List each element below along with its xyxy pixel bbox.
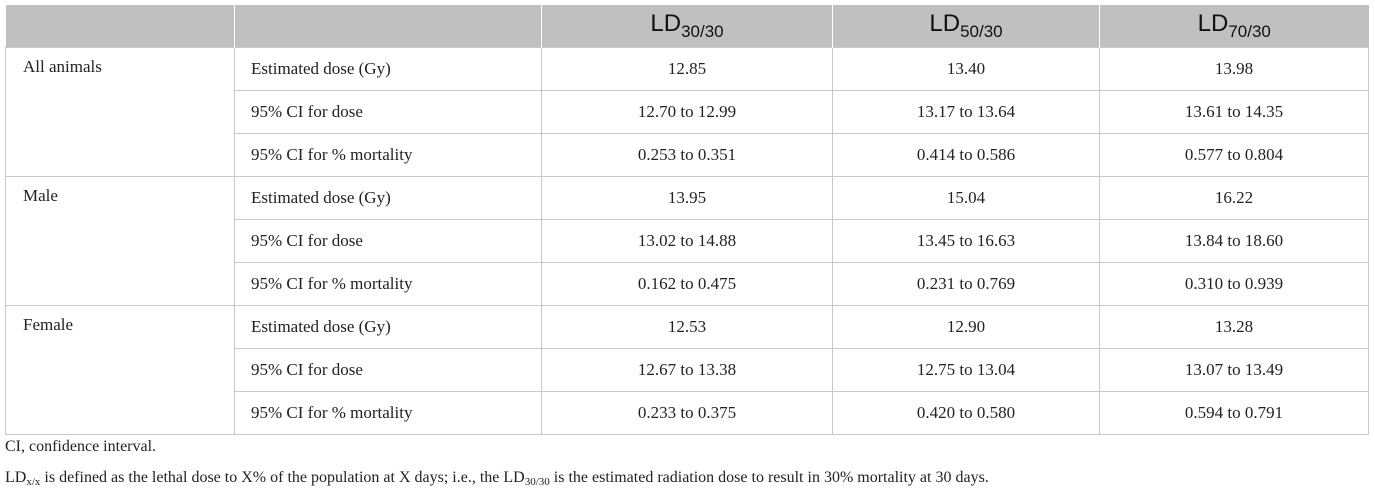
group-label-male: Male xyxy=(5,176,235,306)
table-cell: 0.233 to 0.375 xyxy=(541,391,833,435)
header-ld50-sub: 50/30 xyxy=(960,22,1003,41)
table-cell: 0.253 to 0.351 xyxy=(541,133,833,177)
header-ld70: LD70/30 xyxy=(1099,5,1369,48)
results-table: LD30/30 LD50/30 LD70/30 All animals Esti… xyxy=(5,5,1369,435)
header-ld70-main: LD xyxy=(1197,10,1229,37)
footnote-ld-text-3: is the estimated radiation dose to resul… xyxy=(549,469,989,486)
table-cell: 13.02 to 14.88 xyxy=(541,219,833,263)
footnote-ld-sub-1: x/x xyxy=(26,476,41,488)
table-cell: 0.162 to 0.475 xyxy=(541,262,833,306)
group-label-all-animals: All animals xyxy=(5,47,235,177)
table-cell: 15.04 xyxy=(832,176,1100,220)
table-cell: 13.40 xyxy=(832,47,1100,91)
table-cell: 13.17 to 13.64 xyxy=(832,90,1100,134)
row-label: 95% CI for % mortality xyxy=(234,262,542,306)
footnote-ld-text-2: is defined as the lethal dose to X% of t… xyxy=(40,469,525,486)
table-cell: 12.90 xyxy=(832,305,1100,349)
table-row: 95% CI for % mortality 0.162 to 0.475 0.… xyxy=(6,262,1369,306)
table-cell: 0.577 to 0.804 xyxy=(1099,133,1369,177)
table-row: 95% CI for dose 13.02 to 14.88 13.45 to … xyxy=(6,219,1369,263)
row-label: 95% CI for dose xyxy=(234,348,542,392)
table-row: 95% CI for % mortality 0.233 to 0.375 0.… xyxy=(6,391,1369,435)
table-cell: 13.45 to 16.63 xyxy=(832,219,1100,263)
header-row: LD30/30 LD50/30 LD70/30 xyxy=(5,5,1369,48)
footnote-ld-text-1: LD xyxy=(5,469,27,486)
table-cell: 13.07 to 13.49 xyxy=(1099,348,1369,392)
table-cell: 12.75 to 13.04 xyxy=(832,348,1100,392)
row-label: Estimated dose (Gy) xyxy=(234,305,542,349)
table-cell: 0.414 to 0.586 xyxy=(832,133,1100,177)
row-label: 95% CI for % mortality xyxy=(234,133,542,177)
group-label-female: Female xyxy=(5,305,235,435)
table-cell: 0.420 to 0.580 xyxy=(832,391,1100,435)
table-cell: 12.67 to 13.38 xyxy=(541,348,833,392)
table-row: 95% CI for dose 12.67 to 13.38 12.75 to … xyxy=(6,348,1369,392)
row-label: 95% CI for % mortality xyxy=(234,391,542,435)
table-row: 95% CI for dose 12.70 to 12.99 13.17 to … xyxy=(6,90,1369,134)
table-cell: 16.22 xyxy=(1099,176,1369,220)
header-ld30-sub: 30/30 xyxy=(681,22,724,41)
table-row: Female Estimated dose (Gy) 12.53 12.90 1… xyxy=(5,305,1369,435)
table-cell: 12.85 xyxy=(541,47,833,91)
table-cell: 0.231 to 0.769 xyxy=(832,262,1100,306)
table-footnotes: CI, confidence interval. LDx/x is define… xyxy=(5,436,989,493)
table-row: Male Estimated dose (Gy) 13.95 15.04 16.… xyxy=(5,176,1369,306)
row-label: 95% CI for dose xyxy=(234,90,542,134)
row-label: Estimated dose (Gy) xyxy=(234,47,542,91)
row-label: 95% CI for dose xyxy=(234,219,542,263)
footnote-ld-sub-2: 30/30 xyxy=(524,476,550,488)
table-row: 95% CI for % mortality 0.253 to 0.351 0.… xyxy=(6,133,1369,177)
table-cell: 13.61 to 14.35 xyxy=(1099,90,1369,134)
header-ld30-main: LD xyxy=(650,10,682,37)
header-ld30: LD30/30 xyxy=(541,5,833,48)
table-cell: 13.98 xyxy=(1099,47,1369,91)
table-row: All animals Estimated dose (Gy) 12.85 13… xyxy=(5,47,1369,177)
header-ld70-sub: 70/30 xyxy=(1228,22,1271,41)
header-group-column xyxy=(5,5,235,48)
header-ld50-main: LD xyxy=(929,10,961,37)
header-measure-column xyxy=(234,5,542,48)
table-cell: 12.70 to 12.99 xyxy=(541,90,833,134)
table-cell: 0.310 to 0.939 xyxy=(1099,262,1369,306)
table-cell: 13.84 to 18.60 xyxy=(1099,219,1369,263)
table-cell: 12.53 xyxy=(541,305,833,349)
table-cell: 13.95 xyxy=(541,176,833,220)
table-cell: 0.594 to 0.791 xyxy=(1099,391,1369,435)
table-cell: 13.28 xyxy=(1099,305,1369,349)
header-ld50: LD50/30 xyxy=(832,5,1100,48)
footnote-ld-definition: LDx/x is defined as the lethal dose to X… xyxy=(5,467,989,493)
row-label: Estimated dose (Gy) xyxy=(234,176,542,220)
footnote-ci: CI, confidence interval. xyxy=(5,438,157,455)
